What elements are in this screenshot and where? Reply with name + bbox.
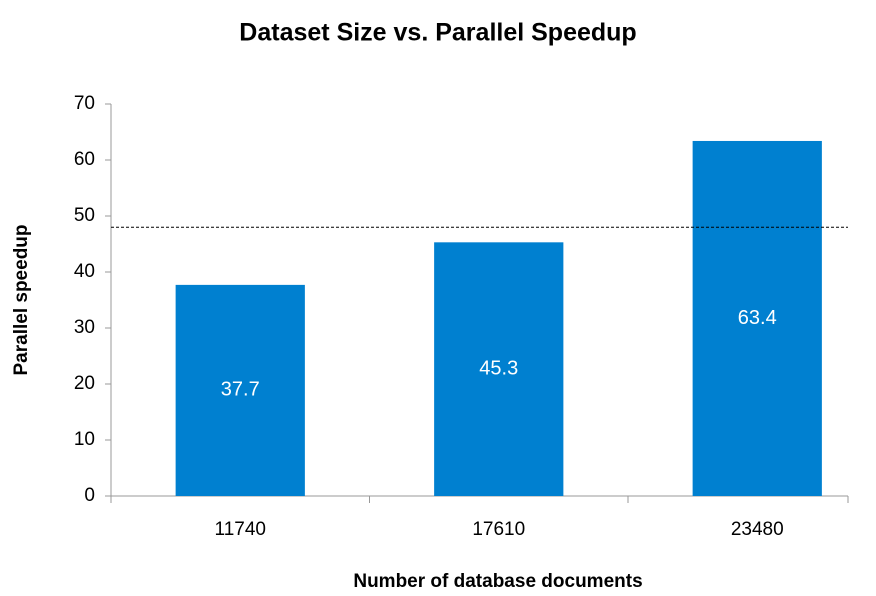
- y-axis-label: Parallel speedup: [11, 224, 32, 375]
- y-tick-label: 0: [84, 485, 95, 506]
- y-tick-label: 50: [74, 205, 95, 226]
- y-tick-label: 70: [74, 93, 95, 114]
- bar: [175, 284, 305, 496]
- chart-title: Dataset Size vs. Parallel Speedup: [239, 19, 636, 47]
- x-tick-label: 17610: [472, 519, 525, 540]
- data-label: 37.7: [221, 379, 260, 401]
- x-tick-label: 11740: [215, 519, 266, 540]
- y-tick-label: 40: [74, 261, 95, 282]
- y-tick-label: 30: [74, 317, 95, 338]
- bar: [434, 242, 564, 496]
- data-label: 45.3: [479, 357, 518, 379]
- y-tick-label: 60: [74, 149, 95, 170]
- x-axis-label: Number of database documents: [353, 571, 642, 592]
- bar: [692, 140, 822, 496]
- y-tick-label: 20: [74, 373, 95, 394]
- data-label: 63.4: [738, 307, 777, 329]
- x-tick-label: 23480: [731, 519, 784, 540]
- y-tick-label: 10: [74, 429, 95, 450]
